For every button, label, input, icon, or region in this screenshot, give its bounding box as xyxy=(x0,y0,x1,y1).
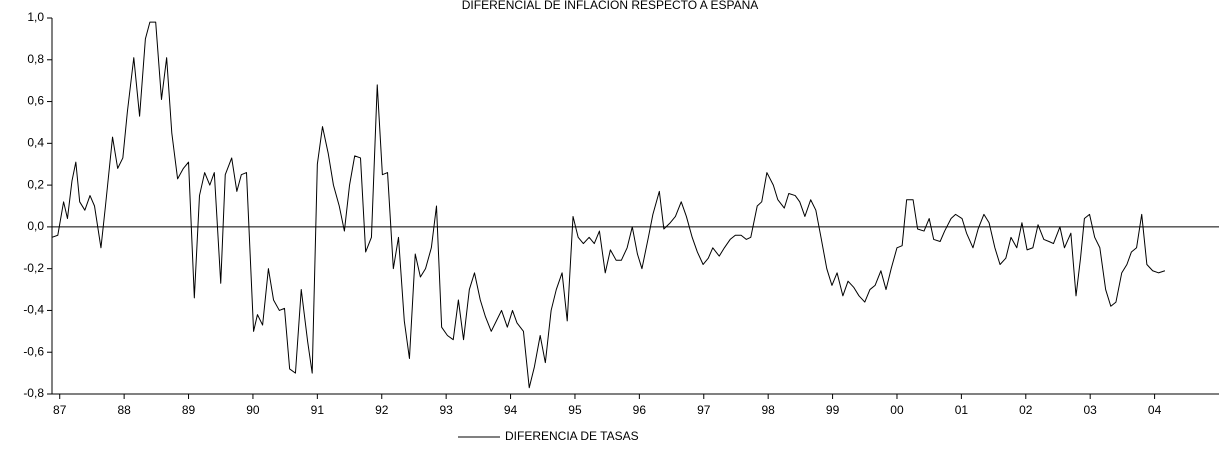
x-tick-label: 01 xyxy=(955,403,969,417)
x-tick-label: 97 xyxy=(697,403,711,417)
x-tick-label: 92 xyxy=(375,403,389,417)
x-tick-label: 95 xyxy=(568,403,582,417)
x-tick-label: 89 xyxy=(182,403,196,417)
legend-label: DIFERENCIA DE TASAS xyxy=(505,429,639,443)
y-tick-label: 0,8 xyxy=(27,52,44,66)
x-tick-label: 93 xyxy=(439,403,453,417)
x-tick-label: 99 xyxy=(826,403,840,417)
x-tick-label: 91 xyxy=(311,403,325,417)
y-tick-label: -0,2 xyxy=(23,261,44,275)
y-tick-label: 0,0 xyxy=(27,219,44,233)
x-tick-label: 88 xyxy=(117,403,131,417)
y-tick-label: 0,4 xyxy=(27,136,44,150)
y-tick-label: -0,4 xyxy=(23,303,44,317)
y-tick-label: 0,2 xyxy=(27,177,44,191)
x-tick-label: 04 xyxy=(1148,403,1162,417)
y-tick-label: -0,8 xyxy=(23,386,44,400)
x-tick-label: 90 xyxy=(246,403,260,417)
x-tick-label: 03 xyxy=(1084,403,1098,417)
x-tick-label: 00 xyxy=(890,403,904,417)
x-tick-label: 94 xyxy=(504,403,518,417)
data-line xyxy=(51,21,1166,389)
x-tick-label: 87 xyxy=(53,403,67,417)
x-tick-label: 98 xyxy=(761,403,775,417)
x-tick-label: 02 xyxy=(1019,403,1033,417)
y-tick-label: -0,6 xyxy=(23,344,44,358)
x-tick-label: 96 xyxy=(633,403,647,417)
chart-title: DIFERENCIAL DE INFLACION RESPECTO A ESPA… xyxy=(462,0,759,12)
y-tick-label: 0,6 xyxy=(27,94,44,108)
y-tick-label: 1,0 xyxy=(27,10,44,24)
